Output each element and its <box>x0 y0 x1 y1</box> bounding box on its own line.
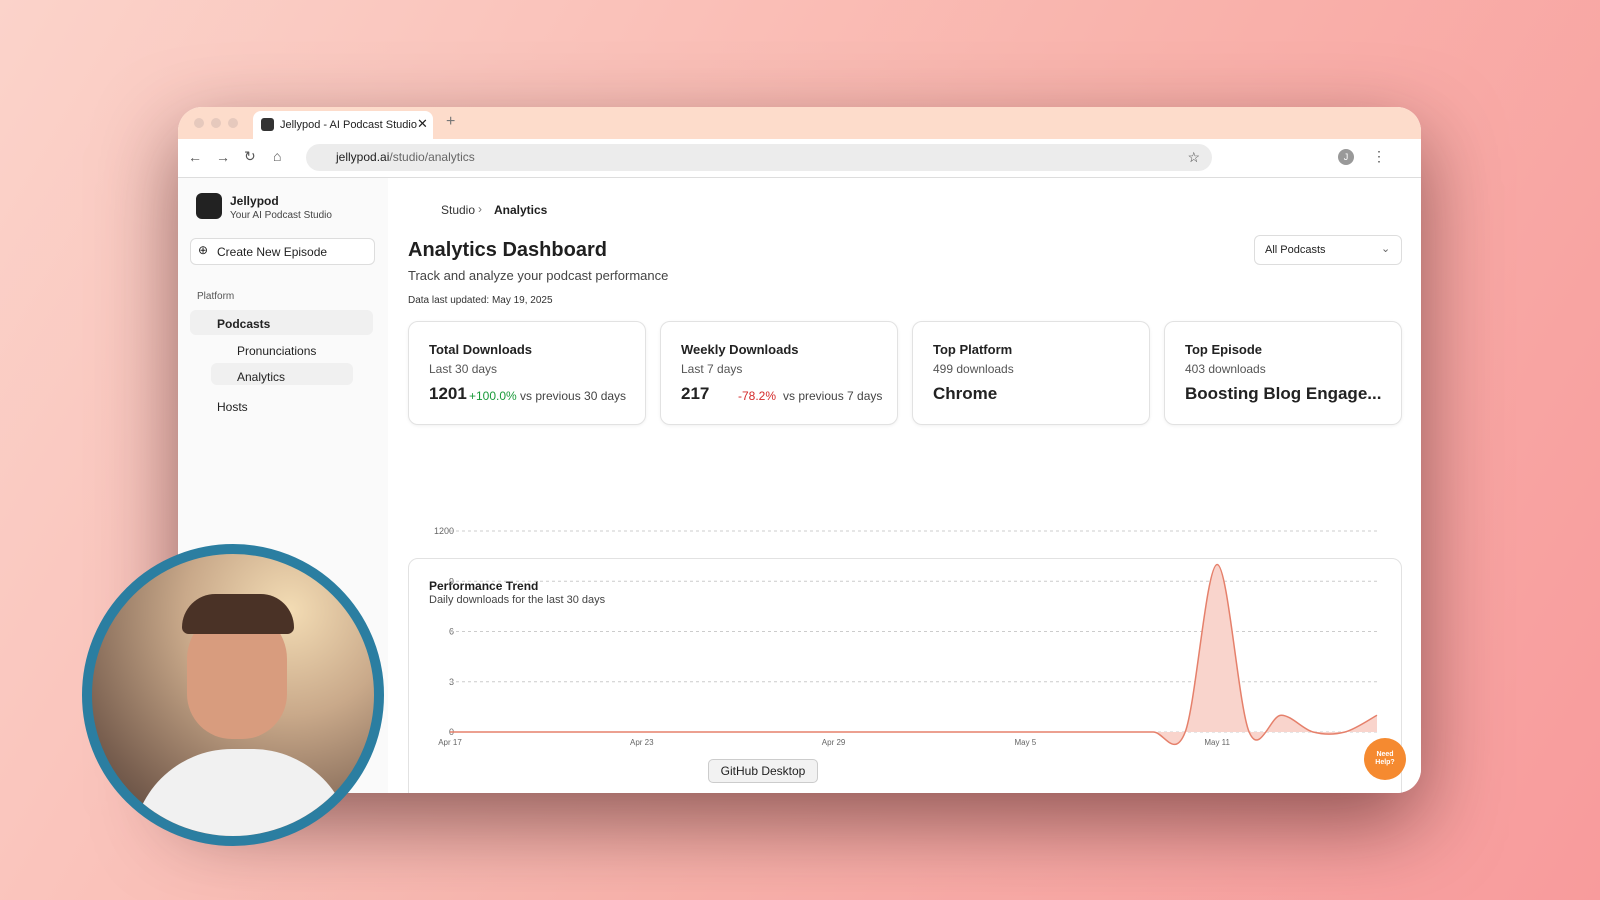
card-title: Top Episode <box>1185 342 1263 357</box>
breadcrumb-separator: › <box>478 202 482 216</box>
tooltip-text: GitHub Desktop <box>720 764 806 778</box>
forward-button[interactable]: → <box>216 149 230 165</box>
x-tick-label: May 11 <box>1204 738 1230 747</box>
card-value: 1201 <box>429 384 467 403</box>
x-tick-label: Apr 17 <box>438 738 462 747</box>
help-label: Need Help? <box>1375 751 1395 766</box>
profile-avatar[interactable]: J <box>1338 149 1354 165</box>
breadcrumb-item: Analytics <box>494 203 548 217</box>
nav-item[interactable]: Hosts <box>217 400 248 414</box>
podcast-filter[interactable]: All Podcasts ⌄ <box>1254 235 1402 265</box>
url-host: jellypod.ai <box>336 150 390 164</box>
home-button[interactable]: ⌂ <box>273 148 282 164</box>
tab-close[interactable]: ✕ <box>417 116 428 131</box>
stat-card: Top Episode 403 downloads Boosting Blog … <box>1164 321 1402 425</box>
tab[interactable]: Jellypod - AI Podcast Studio ✕ <box>253 111 433 139</box>
address-bar[interactable]: jellypod.ai/studio/analytics ☆ <box>306 144 1212 171</box>
app-tagline: Your AI Podcast Studio <box>230 210 332 221</box>
main-content: Studio › Analytics Analytics Dashboard T… <box>388 178 1421 793</box>
hair <box>182 594 294 634</box>
card-title: Weekly Downloads <box>681 342 799 357</box>
filter-label: All Podcasts <box>1265 244 1326 256</box>
app-name: Jellypod <box>230 194 279 208</box>
window-control[interactable] <box>194 118 204 128</box>
card-change: +100.0% <box>469 389 517 403</box>
favicon <box>261 118 274 131</box>
reload-button[interactable]: ↻ <box>244 148 256 164</box>
create-button[interactable]: ⊕ Create New Episode <box>190 238 375 265</box>
window-control[interactable] <box>211 118 221 128</box>
bookmark-star[interactable]: ☆ <box>1187 149 1200 165</box>
chart-card: Performance Trend Daily downloads for th… <box>408 558 1402 793</box>
card-title: Total Downloads <box>429 342 533 357</box>
card-value: 217 <box>681 384 710 403</box>
stat-card: Top Platform 499 downloads Chrome <box>912 321 1150 425</box>
dock-tooltip: GitHub Desktop <box>708 759 818 783</box>
menu-button[interactable]: ⋮ <box>1372 148 1386 164</box>
card-comparison: vs previous 30 days <box>520 389 627 403</box>
card-period: 403 downloads <box>1185 362 1266 376</box>
tab-bar: Jellypod - AI Podcast Studio ✕ + <box>178 107 1421 139</box>
nav-item[interactable]: Podcasts <box>217 317 271 331</box>
webcam-overlay <box>82 544 384 846</box>
app-logo <box>196 193 222 219</box>
card-comparison: vs previous 7 days <box>783 389 883 403</box>
update-note: Data last updated: May 19, 2025 <box>408 295 553 306</box>
url: jellypod.ai/studio/analytics <box>336 144 475 171</box>
line <box>450 563 1378 746</box>
area-fill <box>450 564 1377 745</box>
x-tick-label: Apr 23 <box>630 738 654 747</box>
card-period: 499 downloads <box>933 362 1014 376</box>
browser-window: Jellypod - AI Podcast Studio ✕ + ← → ↻ ⌂… <box>178 107 1421 793</box>
section-label: Platform <box>197 291 235 302</box>
x-tick-label: Apr 29 <box>822 738 846 747</box>
card-period: Last 7 days <box>681 362 743 376</box>
nav-item[interactable]: Pronunciations <box>237 344 317 358</box>
page-subtitle: Track and analyze your podcast performan… <box>408 268 669 283</box>
chart-title: Performance Trend <box>429 579 539 593</box>
shirt <box>132 749 352 836</box>
x-tick-label: May 5 <box>1014 738 1036 747</box>
toolbar: ← → ↻ ⌂ jellypod.ai/studio/analytics ☆ J… <box>178 139 1421 178</box>
button-label: Create New Episode <box>217 245 328 259</box>
y-tick-label: 1200 <box>434 526 454 536</box>
tab-title: Jellypod - AI Podcast Studio <box>280 119 417 131</box>
help-button[interactable]: Need Help? <box>1364 738 1406 780</box>
card-period: Last 30 days <box>429 362 498 376</box>
card-title: Top Platform <box>933 342 1013 357</box>
stat-card: Weekly Downloads Last 7 days 217 -78.2% … <box>660 321 898 425</box>
card-change: -78.2% <box>738 389 777 403</box>
chart-subtitle: Daily downloads for the last 30 days <box>429 594 606 606</box>
window-control[interactable] <box>228 118 238 128</box>
plus-icon: ⊕ <box>198 243 209 257</box>
nav-active <box>190 310 373 335</box>
nav-active <box>211 363 353 385</box>
card-value: Chrome <box>933 384 998 403</box>
new-tab[interactable]: + <box>446 113 456 130</box>
breadcrumb-item[interactable]: Studio <box>441 203 476 217</box>
chevron: ⌄ <box>1381 243 1391 255</box>
page-title: Analytics Dashboard <box>408 239 607 261</box>
nav-item[interactable]: Analytics <box>237 370 286 384</box>
url-path: /studio/analytics <box>389 150 475 164</box>
back-button[interactable]: ← <box>188 149 202 165</box>
card-value: Boosting Blog Engage... <box>1185 384 1382 403</box>
stat-card: Total Downloads Last 30 days 1201 +100.0… <box>408 321 646 425</box>
